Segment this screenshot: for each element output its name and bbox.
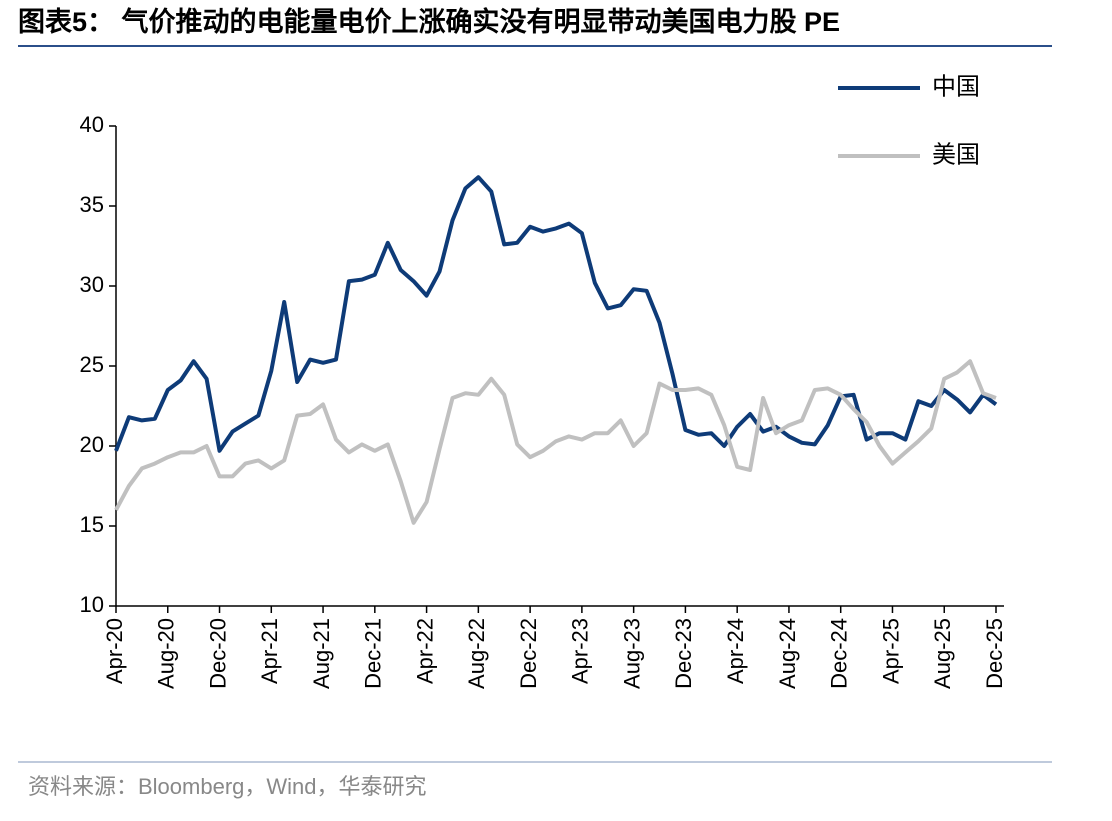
x-tick-label: Apr-24 <box>723 618 748 684</box>
legend-label: 中国 <box>932 73 980 100</box>
source-note: 资料来源：Bloomberg，Wind，华泰研究 <box>28 774 427 799</box>
x-tick-label: Apr-25 <box>878 618 903 684</box>
x-tick-label: Aug-24 <box>775 618 800 689</box>
x-tick-label: Aug-23 <box>619 618 644 689</box>
x-tick-label: Dec-20 <box>205 618 230 689</box>
y-tick-label: 15 <box>80 512 104 537</box>
x-tick-label: Aug-22 <box>464 618 489 689</box>
x-tick-label: Dec-23 <box>671 618 696 689</box>
series-line <box>114 175 998 453</box>
legend-label: 美国 <box>932 141 980 168</box>
y-tick-label: 25 <box>80 352 104 377</box>
x-tick-label: Aug-20 <box>154 618 179 689</box>
x-tick-label: Dec-25 <box>982 618 1007 689</box>
x-tick-label: Aug-25 <box>930 618 955 689</box>
x-tick-label: Apr-20 <box>102 618 127 684</box>
x-tick-label: Apr-23 <box>568 618 593 684</box>
x-tick-label: Dec-21 <box>361 618 386 689</box>
x-tick-label: Dec-22 <box>516 618 541 689</box>
y-tick-label: 20 <box>80 432 104 457</box>
x-tick-label: Apr-22 <box>412 618 437 684</box>
chart-title: 图表5： 气价推动的电能量电价上涨确实没有明显带动美国电力股 PE <box>18 6 840 37</box>
x-tick-label: Apr-21 <box>257 618 282 684</box>
series-line <box>114 359 997 525</box>
x-tick-label: Aug-21 <box>309 618 334 689</box>
y-tick-label: 40 <box>80 112 104 137</box>
y-tick-label: 35 <box>80 192 104 217</box>
y-tick-label: 10 <box>80 592 104 617</box>
x-tick-label: Dec-24 <box>827 618 852 689</box>
y-tick-label: 30 <box>80 272 104 297</box>
